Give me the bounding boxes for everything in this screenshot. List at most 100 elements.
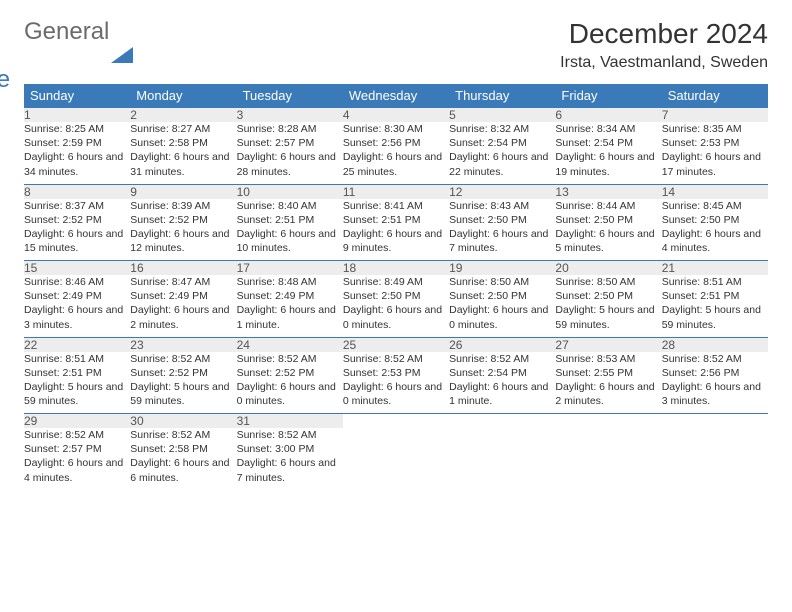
- day-number-cell: 14: [662, 184, 768, 199]
- daylight-text: Daylight: 6 hours and 6 minutes.: [130, 457, 229, 483]
- day-info-cell: Sunrise: 8:52 AMSunset: 2:58 PMDaylight:…: [130, 428, 236, 490]
- sunrise-text: Sunrise: 8:43 AM: [449, 200, 529, 212]
- daylight-text: Daylight: 5 hours and 59 minutes.: [555, 304, 654, 330]
- info-row: Sunrise: 8:25 AM Sunset: 2:59 PM Daylight:…: [24, 122, 768, 184]
- daylight-text: Daylight: 5 hours and 59 minutes.: [130, 381, 229, 407]
- day-number-cell: 27: [555, 337, 661, 352]
- col-fri: Friday: [555, 84, 661, 108]
- day-info-cell: Sunrise: 8:53 AMSunset: 2:55 PMDaylight:…: [555, 352, 661, 414]
- day-info-cell: Sunrise: 8:52 AM Sunset: 2:56 PM Daylight:…: [662, 352, 768, 414]
- sunrise-text: Sunrise: 8:47 AM: [130, 276, 210, 288]
- info-row: Sunrise: 8:51 AMSunset: 2:51 PMDaylight:…: [24, 352, 768, 414]
- location-text: Irsta, Vaestmanland, Sweden: [560, 54, 768, 72]
- col-wed: Wednesday: [343, 84, 449, 108]
- day-info-cell: Sunrise: 8:52 AMSunset: 2:53 PMDaylight:…: [343, 352, 449, 414]
- sunrise-text: Sunrise: 8:50 AM: [555, 276, 635, 288]
- logo-word2: Blue: [0, 66, 10, 93]
- sunrise-text: Sunrise: 8:34 AM: [555, 123, 635, 135]
- daylight-text: Daylight: 6 hours and 28 minutes.: [237, 151, 336, 177]
- sunrise-text: Sunrise: 8:40 AM: [237, 200, 317, 212]
- header: General Blue December 2024 Irsta, Vaestm…: [24, 18, 768, 74]
- daylight-text: Daylight: 6 hours and 3 minutes.: [24, 304, 123, 330]
- sunrise-text: Sunrise: 8:28 AM: [237, 123, 317, 135]
- sunrise-text: Sunrise: 8:30 AM: [343, 123, 423, 135]
- daylight-text: Daylight: 6 hours and 0 minutes.: [343, 304, 442, 330]
- daylight-text: Daylight: 6 hours and 15 minutes.: [24, 228, 123, 254]
- day-number-cell: 29: [24, 414, 130, 429]
- daylight-text: Daylight: 6 hours and 1 minute.: [449, 381, 548, 407]
- sunrise-text: Sunrise: 8:25 AM: [24, 123, 104, 135]
- day-number-cell: [662, 414, 768, 429]
- sunset-text: Sunset: 2:49 PM: [237, 290, 315, 302]
- info-row: Sunrise: 8:52 AM Sunset: 2:57 PM Daylight:…: [24, 428, 768, 490]
- sunset-text: Sunset: 2:53 PM: [662, 137, 740, 149]
- sunset-text: Sunset: 2:56 PM: [343, 137, 421, 149]
- sunset-text: Sunset: 2:52 PM: [24, 214, 102, 226]
- sunset-text: Sunset: 2:50 PM: [662, 214, 740, 226]
- daylight-text: Daylight: 6 hours and 0 minutes.: [449, 304, 548, 330]
- day-info-cell: Sunrise: 8:41 AMSunset: 2:51 PMDaylight:…: [343, 199, 449, 261]
- day-info-cell: Sunrise: 8:27 AMSunset: 2:58 PMDaylight:…: [130, 122, 236, 184]
- day-info-cell: Sunrise: 8:48 AMSunset: 2:49 PMDaylight:…: [237, 275, 343, 337]
- day-info-cell: Sunrise: 8:47 AMSunset: 2:49 PMDaylight:…: [130, 275, 236, 337]
- sunrise-text: Sunrise: 8:52 AM: [237, 429, 317, 441]
- day-number-cell: 15: [24, 261, 130, 276]
- day-info-cell: Sunrise: 8:52 AMSunset: 2:52 PMDaylight:…: [237, 352, 343, 414]
- daylight-text: Daylight: 6 hours and 12 minutes.: [130, 228, 229, 254]
- daylight-text: Daylight: 6 hours and 25 minutes.: [343, 151, 442, 177]
- day-number-cell: 12: [449, 184, 555, 199]
- day-info-cell: Sunrise: 8:43 AMSunset: 2:50 PMDaylight:…: [449, 199, 555, 261]
- sunset-text: Sunset: 2:50 PM: [343, 290, 421, 302]
- sunrise-text: Sunrise: 8:45 AM: [662, 200, 742, 212]
- sunrise-text: Sunrise: 8:52 AM: [237, 353, 317, 365]
- sunset-text: Sunset: 2:50 PM: [555, 214, 633, 226]
- daylight-text: Daylight: 5 hours and 59 minutes.: [24, 381, 123, 407]
- day-info-cell: Sunrise: 8:44 AMSunset: 2:50 PMDaylight:…: [555, 199, 661, 261]
- sunrise-text: Sunrise: 8:39 AM: [130, 200, 210, 212]
- day-info-cell: [662, 428, 768, 490]
- sunset-text: Sunset: 2:49 PM: [130, 290, 208, 302]
- daylight-text: Daylight: 6 hours and 10 minutes.: [237, 228, 336, 254]
- day-info-cell: Sunrise: 8:52 AMSunset: 2:57 PMDaylight:…: [24, 428, 130, 490]
- sunset-text: Sunset: 2:57 PM: [24, 443, 102, 455]
- day-info-cell: Sunrise: 8:30 AM Sunset: 2:56 PM Daylight:…: [343, 122, 449, 184]
- day-info-cell: Sunrise: 8:49 AM Sunset: 2:50 PM Daylight:…: [343, 275, 449, 337]
- sunset-text: Sunset: 2:54 PM: [449, 367, 527, 379]
- day-number-cell: 20: [555, 261, 661, 276]
- daynum-row: 1234567: [24, 108, 768, 123]
- logo-word1: General: [24, 18, 109, 45]
- sunrise-text: Sunrise: 8:49 AM: [343, 276, 423, 288]
- sunrise-text: Sunrise: 8:52 AM: [662, 353, 742, 365]
- daylight-text: Daylight: 6 hours and 9 minutes.: [343, 228, 442, 254]
- info-row: Sunrise: 8:46 AMSunset: 2:49 PMDaylight:…: [24, 275, 768, 337]
- sunrise-text: Sunrise: 8:52 AM: [24, 429, 104, 441]
- sunset-text: Sunset: 2:49 PM: [24, 290, 102, 302]
- day-info-cell: Sunrise: 8:25 AMSunset: 2:59 PMDaylight:…: [24, 122, 130, 184]
- sunrise-text: Sunrise: 8:35 AM: [662, 123, 742, 135]
- day-info-cell: Sunrise: 8:51 AMSunset: 2:51 PMDaylight:…: [662, 275, 768, 337]
- day-number-cell: 6: [555, 108, 661, 123]
- daylight-text: Daylight: 6 hours and 31 minutes.: [130, 151, 229, 177]
- sunrise-text: Sunrise: 8:44 AM: [555, 200, 635, 212]
- daylight-text: Daylight: 6 hours and 3 minutes.: [662, 381, 761, 407]
- sunset-text: Sunset: 3:00 PM: [237, 443, 315, 455]
- daylight-text: Daylight: 6 hours and 7 minutes.: [237, 457, 336, 483]
- daylight-text: Daylight: 6 hours and 4 minutes.: [662, 228, 761, 254]
- sunrise-text: Sunrise: 8:32 AM: [449, 123, 529, 135]
- weekday-header-row: Sunday Monday Tuesday Wednesday Thursday…: [24, 84, 768, 108]
- day-info-cell: [555, 428, 661, 490]
- sunrise-text: Sunrise: 8:53 AM: [555, 353, 635, 365]
- day-info-cell: Sunrise: 8:37 AMSunset: 2:52 PMDaylight:…: [24, 199, 130, 261]
- sunrise-text: Sunrise: 8:50 AM: [449, 276, 529, 288]
- sunset-text: Sunset: 2:56 PM: [662, 367, 740, 379]
- sunset-text: Sunset: 2:51 PM: [343, 214, 421, 226]
- day-info-cell: Sunrise: 8:34 AMSunset: 2:54 PMDaylight:…: [555, 122, 661, 184]
- day-number-cell: 28: [662, 337, 768, 352]
- day-info-cell: Sunrise: 8:50 AMSunset: 2:50 PMDaylight:…: [449, 275, 555, 337]
- sunset-text: Sunset: 2:55 PM: [555, 367, 633, 379]
- day-info-cell: Sunrise: 8:39 AMSunset: 2:52 PMDaylight:…: [130, 199, 236, 261]
- sunset-text: Sunset: 2:59 PM: [24, 137, 102, 149]
- day-info-cell: Sunrise: 8:52 AMSunset: 2:54 PMDaylight:…: [449, 352, 555, 414]
- sunset-text: Sunset: 2:51 PM: [662, 290, 740, 302]
- day-number-cell: 21: [662, 261, 768, 276]
